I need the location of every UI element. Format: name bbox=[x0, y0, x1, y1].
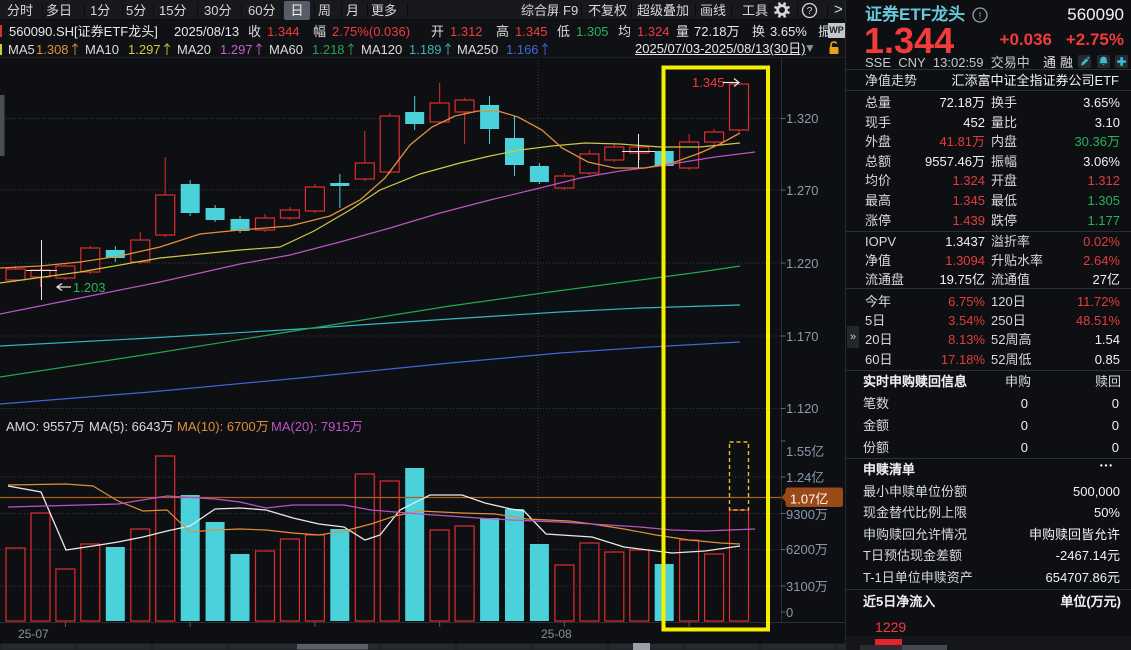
svg-text:MA(20): 7915万: MA(20): 7915万 bbox=[271, 419, 363, 434]
svg-text:AMO: 9557万: AMO: 9557万 bbox=[6, 419, 85, 434]
svg-text:?: ? bbox=[807, 6, 813, 17]
svg-text:!: ! bbox=[979, 11, 982, 22]
svg-text:9300万: 9300万 bbox=[786, 507, 828, 522]
svg-text:1.220: 1.220 bbox=[786, 256, 819, 271]
svg-text:6200万: 6200万 bbox=[786, 542, 828, 557]
svg-text:1.320: 1.320 bbox=[786, 111, 819, 126]
svg-text:25-07: 25-07 bbox=[18, 627, 49, 641]
svg-text:1.203: 1.203 bbox=[73, 280, 106, 295]
svg-text:MA(10): 6700万: MA(10): 6700万 bbox=[177, 419, 269, 434]
svg-text:1.120: 1.120 bbox=[786, 401, 819, 416]
svg-text:25-08: 25-08 bbox=[541, 627, 572, 641]
svg-text:1.55亿: 1.55亿 bbox=[786, 444, 824, 459]
svg-text:1.345: 1.345 bbox=[692, 75, 725, 90]
svg-text:0: 0 bbox=[786, 605, 793, 620]
svg-text:3100万: 3100万 bbox=[786, 579, 828, 594]
svg-text:1.270: 1.270 bbox=[786, 183, 819, 198]
svg-text:MA(5): 6643万: MA(5): 6643万 bbox=[89, 419, 174, 434]
svg-text:1.24亿: 1.24亿 bbox=[786, 470, 824, 485]
svg-text:1.07亿: 1.07亿 bbox=[790, 492, 828, 507]
svg-text:1.170: 1.170 bbox=[786, 329, 819, 344]
